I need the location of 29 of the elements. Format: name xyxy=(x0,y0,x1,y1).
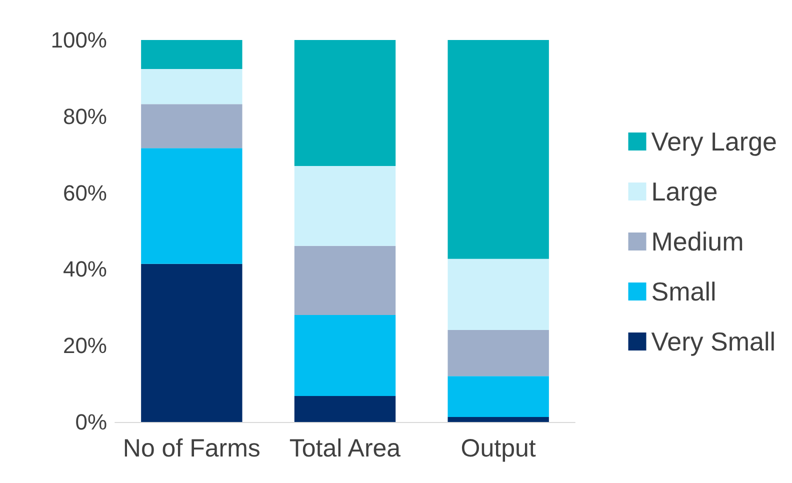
legend-label: Very Small xyxy=(651,326,776,356)
bar xyxy=(141,40,242,70)
bar xyxy=(141,69,242,104)
y-tick-label: 0% xyxy=(75,410,107,434)
bar xyxy=(448,417,549,422)
bar xyxy=(448,330,549,376)
legend-label: Medium xyxy=(651,226,744,256)
y-tick-label: 100% xyxy=(50,28,107,52)
bar xyxy=(294,246,396,316)
y-tick-label: 40% xyxy=(62,256,107,282)
bar xyxy=(448,258,549,330)
y-tick-label: 80% xyxy=(62,104,107,129)
bar xyxy=(294,166,396,246)
x-tick-label: No of Farms xyxy=(122,434,260,462)
x-tick-label: Total Area xyxy=(289,434,401,462)
y-tick-label: 60% xyxy=(62,180,107,206)
bar xyxy=(294,396,396,422)
bar xyxy=(448,376,549,418)
legend-label: Small xyxy=(651,276,716,306)
bar xyxy=(294,315,396,396)
bar xyxy=(294,40,396,166)
bar xyxy=(141,264,242,422)
legend-label: Very Large xyxy=(651,126,778,156)
bar xyxy=(141,104,242,148)
legend-label: Large xyxy=(651,176,718,206)
bar xyxy=(141,148,242,264)
x-tick-label: Output xyxy=(460,434,536,462)
bar xyxy=(448,40,549,259)
y-tick-label: 20% xyxy=(62,333,107,358)
